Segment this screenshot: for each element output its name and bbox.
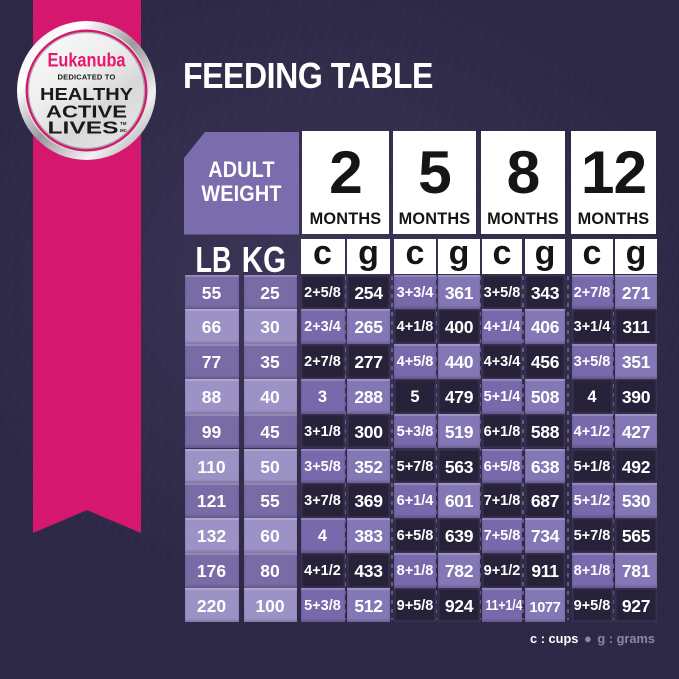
svg-text:LIVES: LIVES [48,117,119,137]
svg-text:Eukanuba: Eukanuba [48,50,126,71]
svg-text:MC: MC [120,128,128,133]
svg-text:HEALTHY: HEALTHY [40,84,133,104]
svg-text:TM: TM [120,121,127,126]
svg-text:ACTIVE: ACTIVE [46,101,127,121]
svg-text:DEDICATED TO: DEDICATED TO [58,72,116,81]
